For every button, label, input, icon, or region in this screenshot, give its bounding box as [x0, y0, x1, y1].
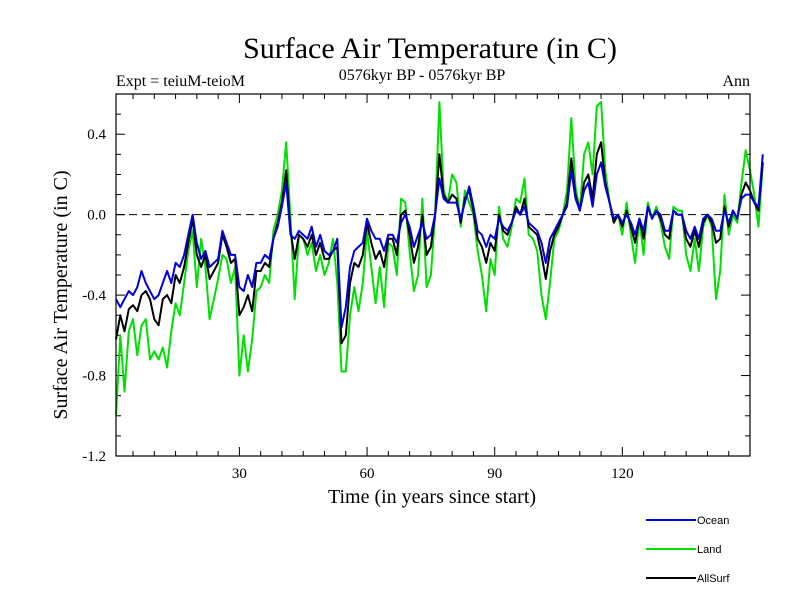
- x-tick-label: 90: [487, 466, 502, 482]
- series-line-ocean: [115, 154, 764, 329]
- x-tick-label: 120: [611, 466, 634, 482]
- y-tick-label: -1.2: [82, 449, 106, 465]
- experiment-label: Expt = teiuM-teioM: [116, 73, 245, 90]
- y-tick-label: -0.4: [82, 288, 106, 304]
- x-tick-label: 60: [360, 466, 375, 482]
- period-label: 0576kyr BP - 0576kyr BP: [339, 67, 506, 84]
- x-axis-label: Time (in years since start): [328, 486, 536, 508]
- series-line-allsurf: [115, 141, 764, 345]
- legend-label-land: Land: [697, 544, 721, 556]
- y-tick-label: 0.0: [87, 208, 106, 224]
- plot-area-frame: [115, 93, 751, 457]
- legend-label-allsurf: AllSurf: [697, 573, 730, 585]
- axis-tick-labels: 30 60 90 120 -1.2 -0.8 -0.4 0.0 0.4: [82, 127, 633, 482]
- y-tick-label: 0.4: [87, 127, 106, 143]
- chart-title: Surface Air Temperature (in C): [243, 32, 617, 65]
- x-tick-label: 30: [232, 466, 247, 482]
- legend-label-ocean: Ocean: [697, 515, 729, 527]
- series-lines: [115, 101, 764, 416]
- y-axis-label: Surface Air Temperature (in C): [50, 170, 72, 419]
- y-tick-label: -0.8: [82, 369, 106, 385]
- season-label: Ann: [722, 73, 750, 90]
- series-line-land: [115, 101, 764, 416]
- legend: Ocean Land AllSurf: [646, 515, 730, 585]
